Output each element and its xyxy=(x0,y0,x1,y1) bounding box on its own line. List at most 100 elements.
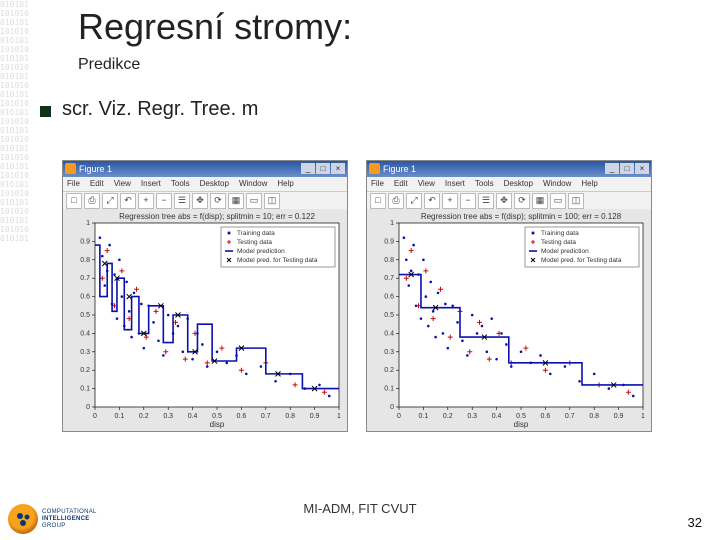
menu-view[interactable]: View xyxy=(418,177,435,191)
tool-rotate-icon[interactable]: ✥ xyxy=(192,193,208,209)
svg-text:0.4: 0.4 xyxy=(188,413,198,420)
window-title: Figure 1 xyxy=(383,164,416,174)
svg-text:0.9: 0.9 xyxy=(614,413,624,420)
svg-text:Model pred. for Testing data: Model pred. for Testing data xyxy=(237,257,318,264)
svg-text:0.9: 0.9 xyxy=(310,413,320,420)
tool-arrow-icon[interactable]: ⤢ xyxy=(406,193,422,209)
svg-text:disp: disp xyxy=(210,420,225,429)
svg-text:0.8: 0.8 xyxy=(80,257,90,264)
svg-text:0.7: 0.7 xyxy=(261,413,271,420)
svg-text:1: 1 xyxy=(641,413,645,420)
minimize-button[interactable]: _ xyxy=(605,163,619,174)
tool-arrow-icon[interactable]: ⤢ xyxy=(102,193,118,209)
tool-zoomin-icon[interactable]: + xyxy=(138,193,154,209)
svg-text:0.5: 0.5 xyxy=(212,413,222,420)
svg-text:0.4: 0.4 xyxy=(492,413,502,420)
svg-text:0.2: 0.2 xyxy=(443,413,453,420)
tool-undo-icon[interactable]: ↶ xyxy=(120,193,136,209)
menu-tools[interactable]: Tools xyxy=(475,177,494,191)
tool-dock-icon[interactable]: ◫ xyxy=(568,193,584,209)
tool-legend-icon[interactable]: ▭ xyxy=(246,193,262,209)
tool-datacursor-icon[interactable]: ⟳ xyxy=(514,193,530,209)
tool-legend-icon[interactable]: ▭ xyxy=(550,193,566,209)
tool-new-icon[interactable]: □ xyxy=(370,193,386,209)
titlebar[interactable]: Figure 1 _ □ × xyxy=(63,161,347,177)
window-title: Figure 1 xyxy=(79,164,112,174)
tool-zoomout-icon[interactable]: − xyxy=(460,193,476,209)
svg-text:0.3: 0.3 xyxy=(467,413,477,420)
tool-colorbar-icon[interactable]: ▦ xyxy=(228,193,244,209)
tool-datacursor-icon[interactable]: ⟳ xyxy=(210,193,226,209)
svg-text:0.5: 0.5 xyxy=(80,312,90,319)
svg-text:0: 0 xyxy=(93,413,97,420)
svg-text:0.6: 0.6 xyxy=(384,294,394,301)
menu-help[interactable]: Help xyxy=(277,177,293,191)
menu-file[interactable]: File xyxy=(67,177,80,191)
svg-text:0.8: 0.8 xyxy=(384,257,394,264)
svg-text:0.4: 0.4 xyxy=(80,330,90,337)
page-number: 32 xyxy=(688,515,702,530)
tool-dock-icon[interactable]: ◫ xyxy=(264,193,280,209)
svg-text:0.2: 0.2 xyxy=(80,367,90,374)
menu-insert[interactable]: Insert xyxy=(445,177,465,191)
menu-insert[interactable]: Insert xyxy=(141,177,161,191)
tool-colorbar-icon[interactable]: ▦ xyxy=(532,193,548,209)
svg-text:Model pred. for Testing data: Model pred. for Testing data xyxy=(541,257,622,264)
plot-area-left: 00.10.20.30.40.50.60.70.80.9100.10.20.30… xyxy=(63,209,347,431)
tool-rotate-icon[interactable]: ✥ xyxy=(496,193,512,209)
figure-window-left: Figure 1 _ □ × File Edit View Insert Too… xyxy=(62,160,348,432)
tool-undo-icon[interactable]: ↶ xyxy=(424,193,440,209)
figure-window-right: Figure 1 _ □ × File Edit View Insert Too… xyxy=(366,160,652,432)
svg-text:0.6: 0.6 xyxy=(237,413,247,420)
tool-zoomout-icon[interactable]: − xyxy=(156,193,172,209)
svg-text:Training data: Training data xyxy=(541,230,579,237)
matlab-icon xyxy=(65,163,76,174)
background-binary: 010101 101010 010101 101010 010101 10101… xyxy=(0,0,60,540)
menu-edit[interactable]: Edit xyxy=(394,177,408,191)
maximize-button[interactable]: □ xyxy=(316,163,330,174)
svg-text:0: 0 xyxy=(390,404,394,411)
tool-print-icon[interactable]: ⎙ xyxy=(388,193,404,209)
svg-text:Training data: Training data xyxy=(237,230,275,237)
svg-text:0: 0 xyxy=(86,404,90,411)
svg-text:0: 0 xyxy=(397,413,401,420)
svg-text:Regression tree abs = f(disp);: Regression tree abs = f(disp); splitmin … xyxy=(119,212,315,221)
menu-desktop[interactable]: Desktop xyxy=(200,177,229,191)
titlebar[interactable]: Figure 1 _ □ × xyxy=(367,161,651,177)
menu-help[interactable]: Help xyxy=(581,177,597,191)
plot-area-right: 00.10.20.30.40.50.60.70.80.9100.10.20.30… xyxy=(367,209,651,431)
menubar: File Edit View Insert Tools Desktop Wind… xyxy=(63,177,347,192)
svg-text:disp: disp xyxy=(514,420,529,429)
svg-text:Regression tree abs = f(disp);: Regression tree abs = f(disp); splitmin … xyxy=(421,212,622,221)
menu-view[interactable]: View xyxy=(114,177,131,191)
tool-print-icon[interactable]: ⎙ xyxy=(84,193,100,209)
minimize-button[interactable]: _ xyxy=(301,163,315,174)
cig-logo-icon xyxy=(8,504,38,534)
svg-text:0.6: 0.6 xyxy=(80,294,90,301)
svg-text:0.2: 0.2 xyxy=(384,367,394,374)
menu-window[interactable]: Window xyxy=(543,177,571,191)
svg-text:0.6: 0.6 xyxy=(541,413,551,420)
maximize-button[interactable]: □ xyxy=(620,163,634,174)
tool-pan-icon[interactable]: ☰ xyxy=(174,193,190,209)
menu-file[interactable]: File xyxy=(371,177,384,191)
tool-pan-icon[interactable]: ☰ xyxy=(478,193,494,209)
menu-edit[interactable]: Edit xyxy=(90,177,104,191)
tool-zoomin-icon[interactable]: + xyxy=(442,193,458,209)
menu-window[interactable]: Window xyxy=(239,177,267,191)
svg-text:0.1: 0.1 xyxy=(419,413,429,420)
menu-tools[interactable]: Tools xyxy=(171,177,190,191)
svg-text:Model prediction: Model prediction xyxy=(541,248,589,255)
tool-new-icon[interactable]: □ xyxy=(66,193,82,209)
svg-text:0.7: 0.7 xyxy=(80,275,90,282)
svg-text:0.5: 0.5 xyxy=(516,413,526,420)
close-button[interactable]: × xyxy=(331,163,345,174)
bullet-icon xyxy=(40,106,51,117)
svg-text:1: 1 xyxy=(86,220,90,227)
svg-text:0.9: 0.9 xyxy=(80,238,90,245)
close-button[interactable]: × xyxy=(635,163,649,174)
svg-text:0.1: 0.1 xyxy=(115,413,125,420)
bullet-text: scr. Viz. Regr. Tree. m xyxy=(62,98,258,121)
svg-text:0.5: 0.5 xyxy=(384,312,394,319)
menu-desktop[interactable]: Desktop xyxy=(504,177,533,191)
